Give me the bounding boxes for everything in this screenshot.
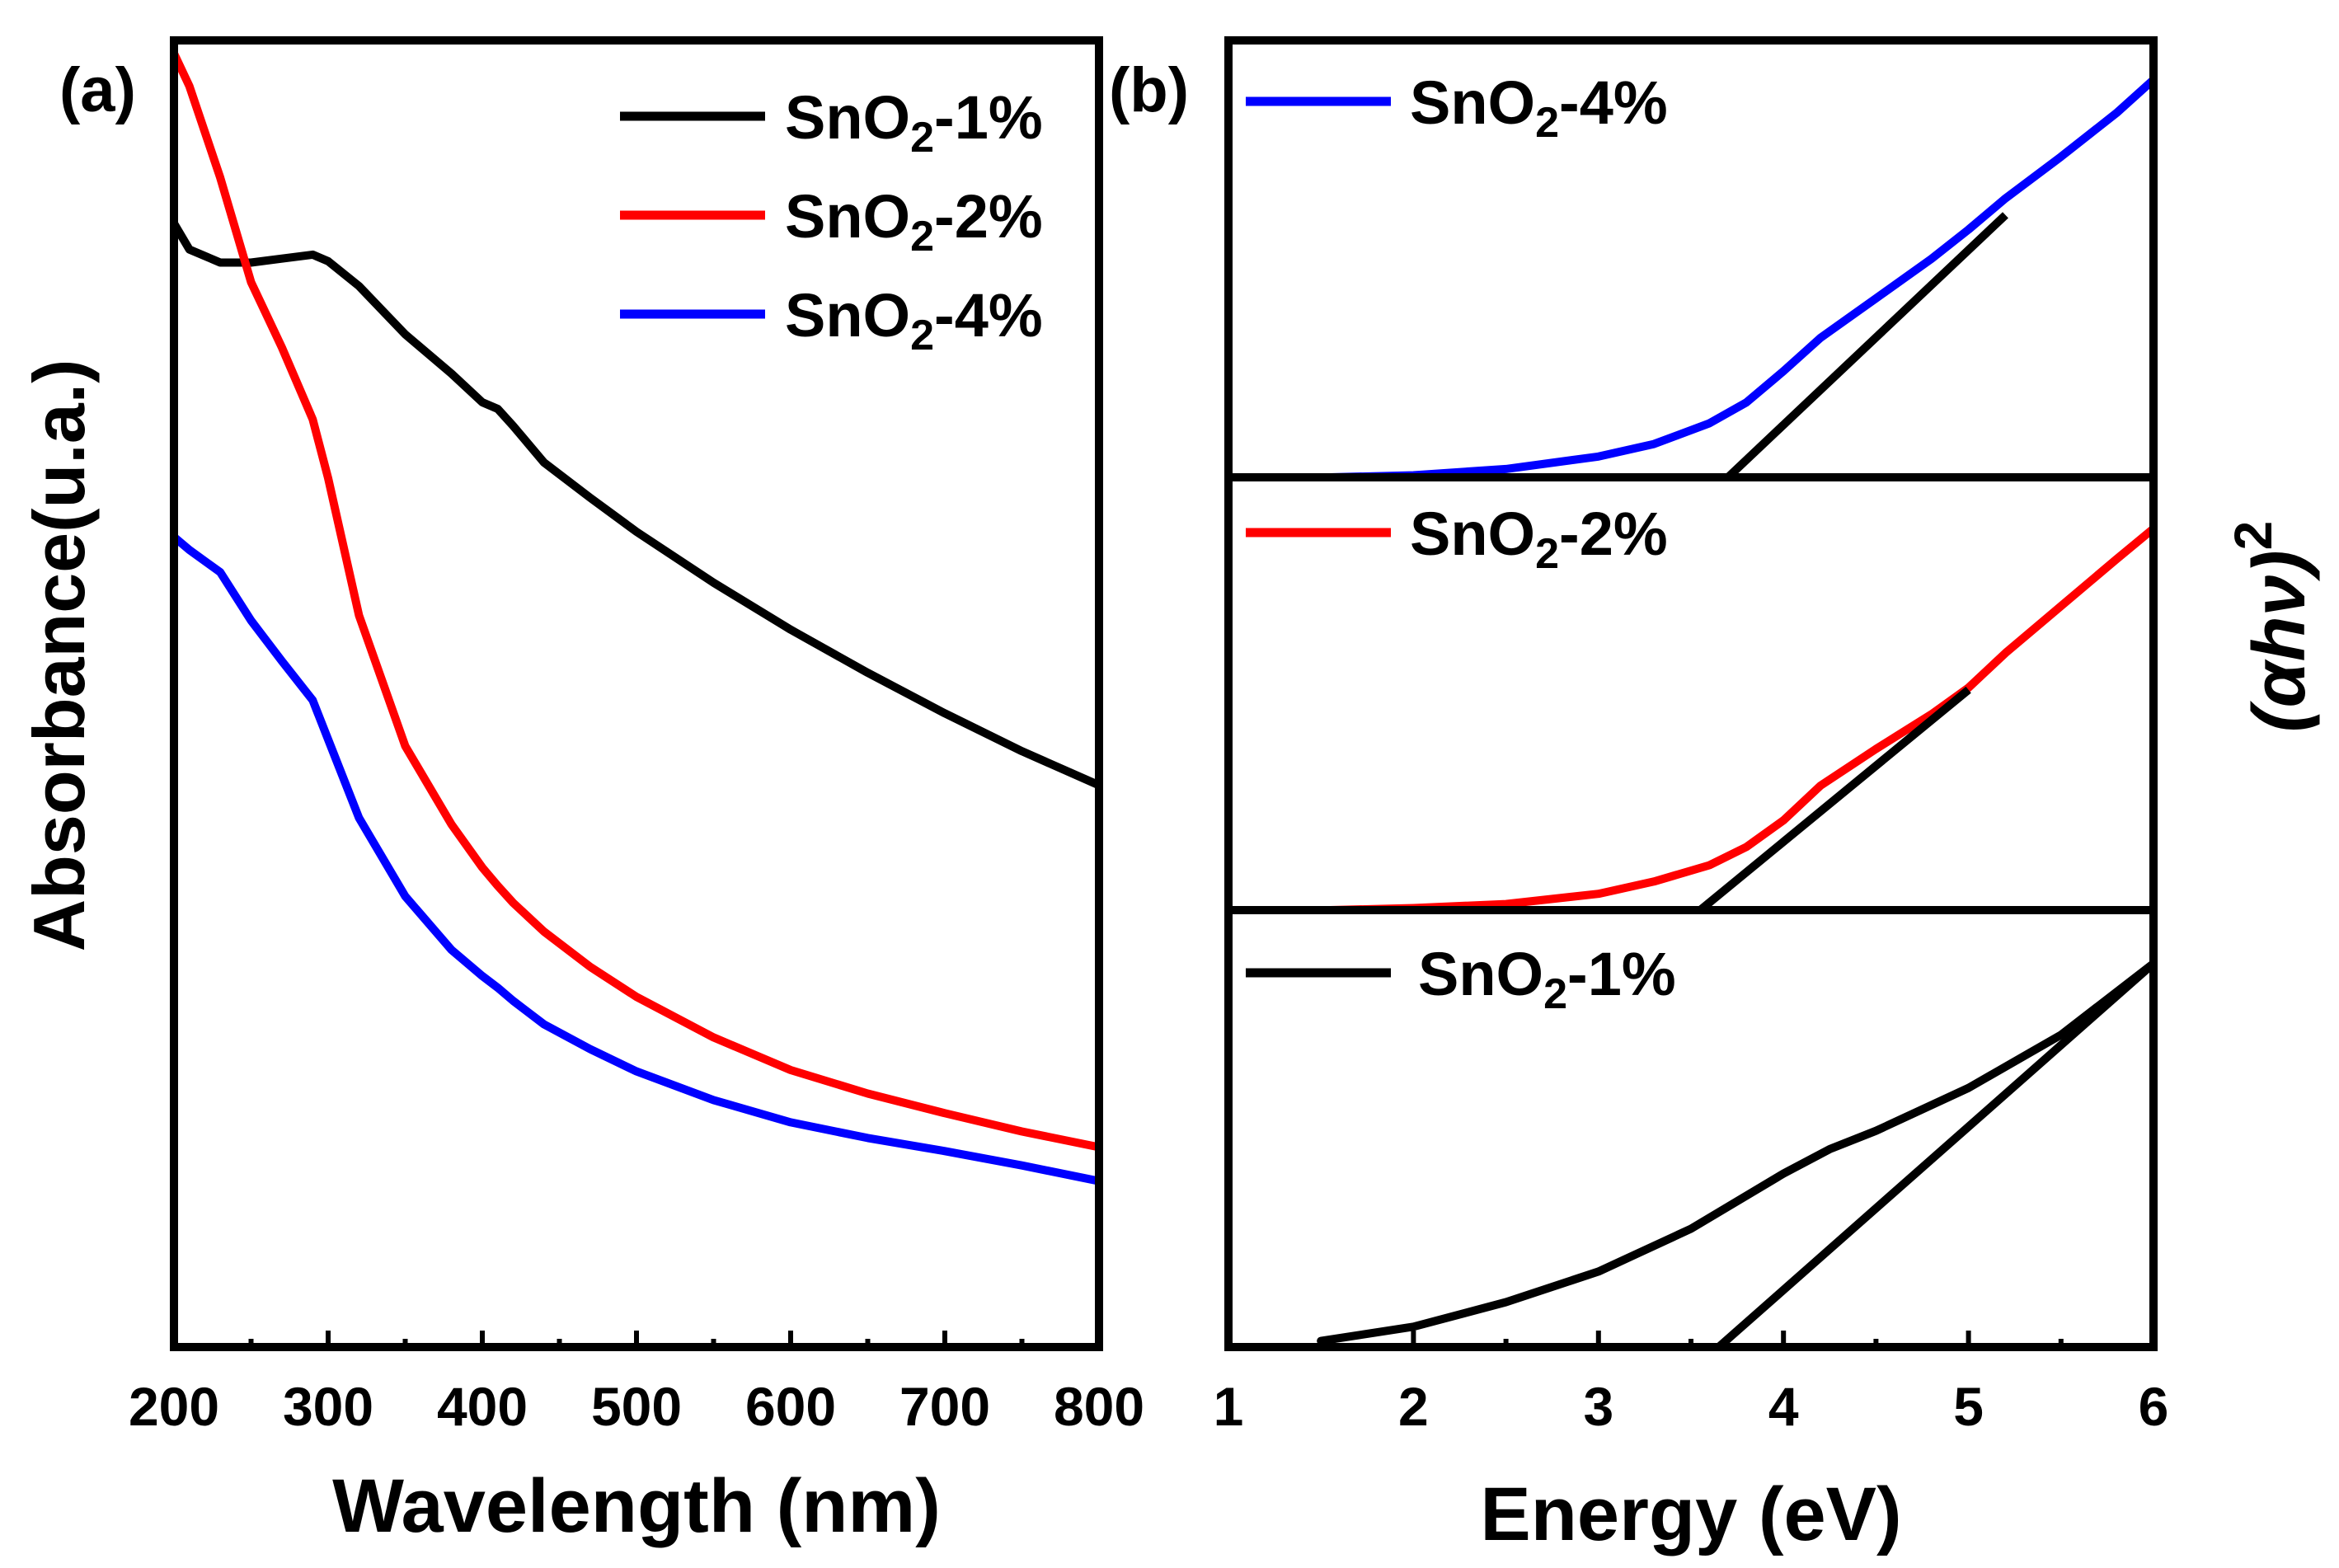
b-tick-label-6: 6	[2139, 1376, 2169, 1437]
legend-b-label-2-base: SnO	[1410, 500, 1535, 568]
legend-a-label-2: SnO2-2%	[785, 182, 1043, 261]
series-a-sno2-4	[170, 533, 1103, 1185]
panel-b-ylabel-base: (αhν)	[2238, 550, 2321, 732]
legend-a-label-2-base: SnO	[785, 182, 910, 251]
panel-b-legend-top: SnO2-4%	[1246, 68, 1668, 147]
series-b-sno2-4	[1326, 75, 2158, 481]
panel-b-legend-middle: SnO2-2%	[1246, 500, 1668, 578]
legend-b-label-1: SnO2-4%	[1410, 68, 1668, 147]
series-a-sno2-1	[170, 218, 1103, 790]
legend-a-label-3: SnO2-4%	[785, 281, 1043, 359]
series-b-sno2-1	[1317, 959, 2158, 1345]
panel-a-x-ticklabels: 200 300 400 500 600 700 800	[129, 1376, 1144, 1437]
b-tick-label-1: 1	[1214, 1376, 1244, 1437]
panel-a-x-ticks	[171, 1331, 1101, 1347]
legend-a-label-3-base: SnO	[785, 281, 910, 350]
panel-b-ylabel-sup: 2	[2224, 521, 2283, 551]
tangent-b-sno2-4	[1725, 212, 2008, 481]
a-tick-label-600: 600	[745, 1376, 836, 1437]
a-tick-label-700: 700	[899, 1376, 990, 1437]
legend-b-label-1-sub: 2	[1535, 99, 1559, 147]
legend-a-label-1: SnO2-1%	[785, 83, 1043, 162]
legend-b-label-1-suffix: -4%	[1559, 68, 1668, 137]
legend-a-label-1-suffix: -1%	[934, 83, 1043, 152]
legend-b-label-3-base: SnO	[1418, 940, 1543, 1008]
legend-b-label-3-sub: 2	[1543, 970, 1567, 1018]
a-tick-label-200: 200	[129, 1376, 219, 1437]
panel-b-curves	[1317, 75, 2158, 1350]
legend-a-label-2-suffix: -2%	[934, 182, 1043, 251]
a-tick-label-400: 400	[437, 1376, 528, 1437]
panel-b-ylabel: (αhν)2	[2224, 521, 2321, 732]
panel-a-label: (a)	[59, 55, 136, 125]
legend-a-label-1-base: SnO	[785, 83, 910, 152]
a-tick-label-500: 500	[591, 1376, 682, 1437]
series-a-sno2-2	[170, 49, 1103, 1152]
tangent-b-sno2-1	[1716, 960, 2157, 1350]
panel-b-x-ticks	[1226, 1331, 2156, 1347]
panel-a-legend: SnO2-1% SnO2-2% SnO2-4%	[620, 83, 1043, 359]
legend-a-label-3-sub: 2	[910, 312, 934, 359]
panel-b-label: (b)	[1109, 55, 1189, 125]
legend-b-label-2: SnO2-2%	[1410, 500, 1668, 578]
b-tick-label-3: 3	[1583, 1376, 1613, 1437]
a-tick-label-300: 300	[283, 1376, 373, 1437]
legend-a-label-3-suffix: -4%	[934, 281, 1043, 350]
legend-b-label-3: SnO2-1%	[1418, 940, 1676, 1018]
panel-b-xlabel: Energy (eV)	[1480, 1472, 1901, 1556]
legend-b-label-2-sub: 2	[1535, 530, 1559, 578]
legend-b-label-3-suffix: -1%	[1567, 940, 1676, 1008]
panel-b-frame	[1224, 36, 2158, 1351]
b-tick-label-4: 4	[1768, 1376, 1799, 1437]
legend-a-label-1-sub: 2	[910, 114, 934, 162]
panel-b-x-ticklabels: 1 2 3 4 5 6	[1214, 1376, 2169, 1437]
panel-a: (a) Absorbance(u.a.) 200 300 400 500 600 700 8…	[18, 36, 1144, 1548]
legend-b-label-1-base: SnO	[1410, 68, 1535, 137]
panel-a-curves	[170, 49, 1103, 1185]
legend-b-label-2-suffix: -2%	[1559, 500, 1668, 568]
b-tick-label-5: 5	[1953, 1376, 1984, 1437]
panel-b-legend-bottom: SnO2-1%	[1246, 940, 1676, 1018]
panel-a-xlabel: Wavelength (nm)	[332, 1464, 941, 1548]
panel-a-ylabel: Absorbance(u.a.)	[18, 359, 100, 952]
a-tick-label-800: 800	[1054, 1376, 1144, 1437]
series-b-sno2-2	[1326, 524, 2158, 914]
b-tick-label-2: 2	[1398, 1376, 1429, 1437]
tangent-b-sno2-2	[1698, 686, 1971, 913]
legend-a-label-2-sub: 2	[910, 213, 934, 261]
